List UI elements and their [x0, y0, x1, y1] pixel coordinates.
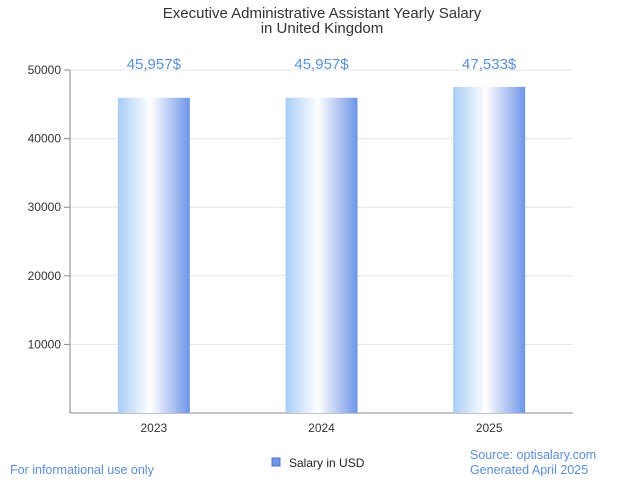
y-tick-label: 40000: [28, 132, 62, 146]
value-label: 45,957$: [294, 56, 349, 73]
y-tick-label: 50000: [28, 63, 62, 77]
labels: 2023 45,957$ 2024 45,957$ 2025 47,533$: [127, 56, 517, 435]
y-tick-label: 20000: [28, 269, 62, 283]
bars: [117, 86, 526, 414]
legend-label: Salary in USD: [289, 456, 365, 470]
x-tick-label: 2025: [476, 421, 503, 435]
legend[interactable]: Salary in USD: [271, 456, 365, 470]
generated-date-text: Generated April 2025: [470, 463, 588, 477]
y-tick-label: 10000: [28, 337, 62, 351]
bar-2024[interactable]: [285, 97, 358, 413]
chart-title-line-1: Executive Administrative Assistant Yearl…: [163, 5, 482, 22]
y-tick-label: 30000: [28, 200, 62, 214]
bar-2023[interactable]: [117, 97, 190, 413]
bar-2025[interactable]: [453, 86, 526, 414]
legend-swatch: [271, 457, 281, 467]
source-text: Source: optisalary.com: [470, 448, 596, 462]
x-tick-label: 2024: [308, 421, 335, 435]
chart-title-line-2: in United Kingdom: [261, 20, 384, 37]
value-label: 45,957$: [127, 56, 182, 73]
value-label: 47,533$: [462, 56, 517, 73]
informational-note: For informational use only: [10, 463, 155, 477]
x-tick-label: 2023: [140, 421, 167, 435]
